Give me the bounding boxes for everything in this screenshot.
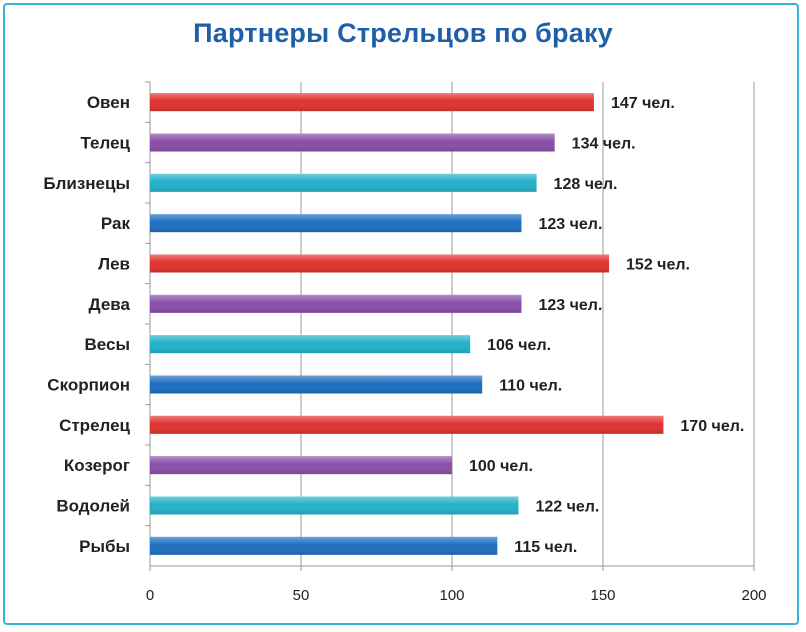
category-label: Овен	[87, 93, 130, 112]
bars	[150, 93, 664, 555]
category-label: Рак	[101, 214, 131, 233]
category-label: Телец	[81, 134, 131, 153]
value-label: 134 чел.	[572, 136, 636, 153]
category-label: Козерог	[64, 456, 130, 475]
x-tick-label: 0	[146, 587, 154, 604]
bar-highlight	[150, 375, 483, 394]
bar-highlight	[150, 254, 610, 273]
category-label: Близнецы	[43, 174, 130, 193]
category-label: Лев	[98, 255, 130, 274]
bar-highlight	[150, 214, 522, 233]
chart-title: Партнеры Стрельцов по браку	[193, 18, 613, 48]
value-label: 170 чел.	[680, 418, 744, 435]
bar-highlight	[150, 335, 471, 354]
value-label: 152 чел.	[626, 257, 690, 274]
value-label: 106 чел.	[487, 337, 551, 354]
value-label: 110 чел.	[499, 378, 562, 395]
bar-highlight	[150, 294, 522, 313]
bar-highlight	[150, 173, 537, 192]
value-label: 123 чел.	[538, 216, 602, 233]
value-label: 115 чел.	[514, 539, 577, 556]
category-label: Весы	[85, 335, 130, 354]
category-label: Стрелец	[59, 416, 130, 435]
value-label: 128 чел.	[554, 176, 618, 193]
x-tick-label: 50	[293, 587, 310, 604]
x-tick-label: 200	[741, 587, 766, 604]
value-label: 147 чел.	[611, 95, 675, 112]
gridlines	[300, 82, 755, 566]
axes	[145, 81, 755, 571]
value-label: 122 чел.	[535, 499, 599, 516]
category-label: Дева	[89, 295, 131, 314]
x-tick-label: 150	[590, 587, 615, 604]
bar-highlight	[150, 496, 519, 515]
labels: 0 50 100 150 200 Овен 147 чел. Телец 134 чел. Бли…	[43, 93, 766, 604]
bar-highlight	[150, 133, 555, 152]
category-label: Скорпион	[47, 376, 130, 395]
x-tick-label: 100	[439, 587, 464, 604]
bar-highlight	[150, 93, 594, 112]
value-label: 100 чел.	[469, 458, 533, 475]
category-label: Водолей	[56, 497, 130, 516]
bar-highlight	[150, 456, 452, 475]
value-label: 123 чел.	[538, 297, 602, 314]
bar-highlight	[150, 536, 498, 555]
category-label: Рыбы	[79, 537, 130, 556]
bar-highlight	[150, 415, 664, 434]
